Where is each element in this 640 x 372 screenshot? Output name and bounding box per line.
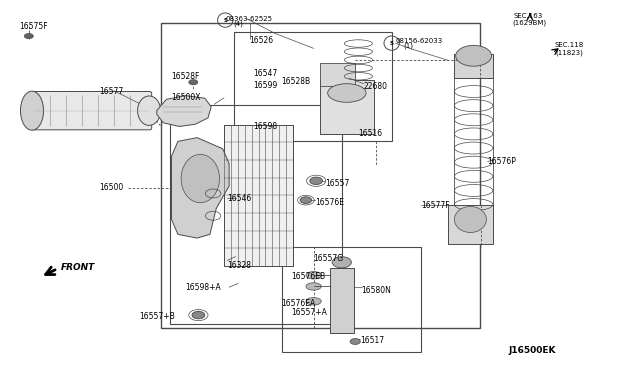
Ellipse shape [328,84,366,102]
Ellipse shape [181,154,220,203]
Bar [454,54,493,78]
Bar [161,23,480,328]
Text: 16528B: 16528B [282,77,311,86]
Text: (11823): (11823) [556,49,584,56]
Text: 16599: 16599 [253,81,277,90]
Text: 16576P: 16576P [488,157,516,166]
Text: 16575F: 16575F [19,22,48,31]
Ellipse shape [138,96,161,125]
Ellipse shape [192,311,205,319]
Text: 16598: 16598 [253,122,277,131]
Bar [330,268,354,333]
Text: 16517: 16517 [360,336,385,345]
Bar [234,32,392,141]
Text: SEC.118: SEC.118 [554,42,584,48]
Ellipse shape [310,177,323,185]
Bar [320,63,355,86]
Ellipse shape [306,272,321,279]
Text: 16546: 16546 [227,194,252,203]
Text: (1629BM): (1629BM) [512,19,546,26]
Ellipse shape [454,206,486,232]
Text: 16557+A: 16557+A [291,308,327,317]
Ellipse shape [350,339,360,344]
Text: S: S [223,17,227,23]
Text: 16547: 16547 [253,69,277,78]
Text: 16577: 16577 [99,87,124,96]
Ellipse shape [306,283,321,290]
Text: SEC.163: SEC.163 [513,13,543,19]
Text: 16526: 16526 [250,36,274,45]
Text: 16577F: 16577F [421,201,450,210]
Text: 16328: 16328 [227,262,251,270]
Ellipse shape [24,33,33,39]
Text: 16576EA: 16576EA [282,299,316,308]
FancyBboxPatch shape [31,92,152,130]
Bar [224,125,293,266]
Ellipse shape [189,80,198,85]
Text: 16598+A: 16598+A [186,283,221,292]
Ellipse shape [456,45,492,66]
Text: J16500EK: J16500EK [509,346,556,355]
Text: 22680: 22680 [364,82,388,91]
Text: 08363-62525: 08363-62525 [226,16,273,22]
Text: 16557G: 16557G [314,254,344,263]
Text: 16576E: 16576E [315,198,344,207]
Ellipse shape [306,298,321,305]
Text: 16580N: 16580N [362,286,392,295]
Text: (1): (1) [403,43,413,49]
Text: 16516: 16516 [358,129,383,138]
Polygon shape [172,138,229,238]
Polygon shape [157,96,211,126]
Text: (4): (4) [233,21,243,28]
Ellipse shape [20,91,44,130]
Text: 16500: 16500 [99,183,124,192]
Text: 16528F: 16528F [172,72,200,81]
Bar [170,105,342,324]
Text: FRONT: FRONT [61,263,95,272]
Ellipse shape [332,257,351,268]
Ellipse shape [300,197,312,203]
Text: 16557+B: 16557+B [140,312,175,321]
Bar [282,247,421,352]
Text: 16557: 16557 [325,179,349,187]
Text: S: S [390,41,394,46]
Bar [320,80,374,134]
Text: 16576EB: 16576EB [291,272,325,280]
Bar [448,205,493,244]
Text: 16500X: 16500X [172,93,201,102]
Text: 08156-62033: 08156-62033 [396,38,443,44]
